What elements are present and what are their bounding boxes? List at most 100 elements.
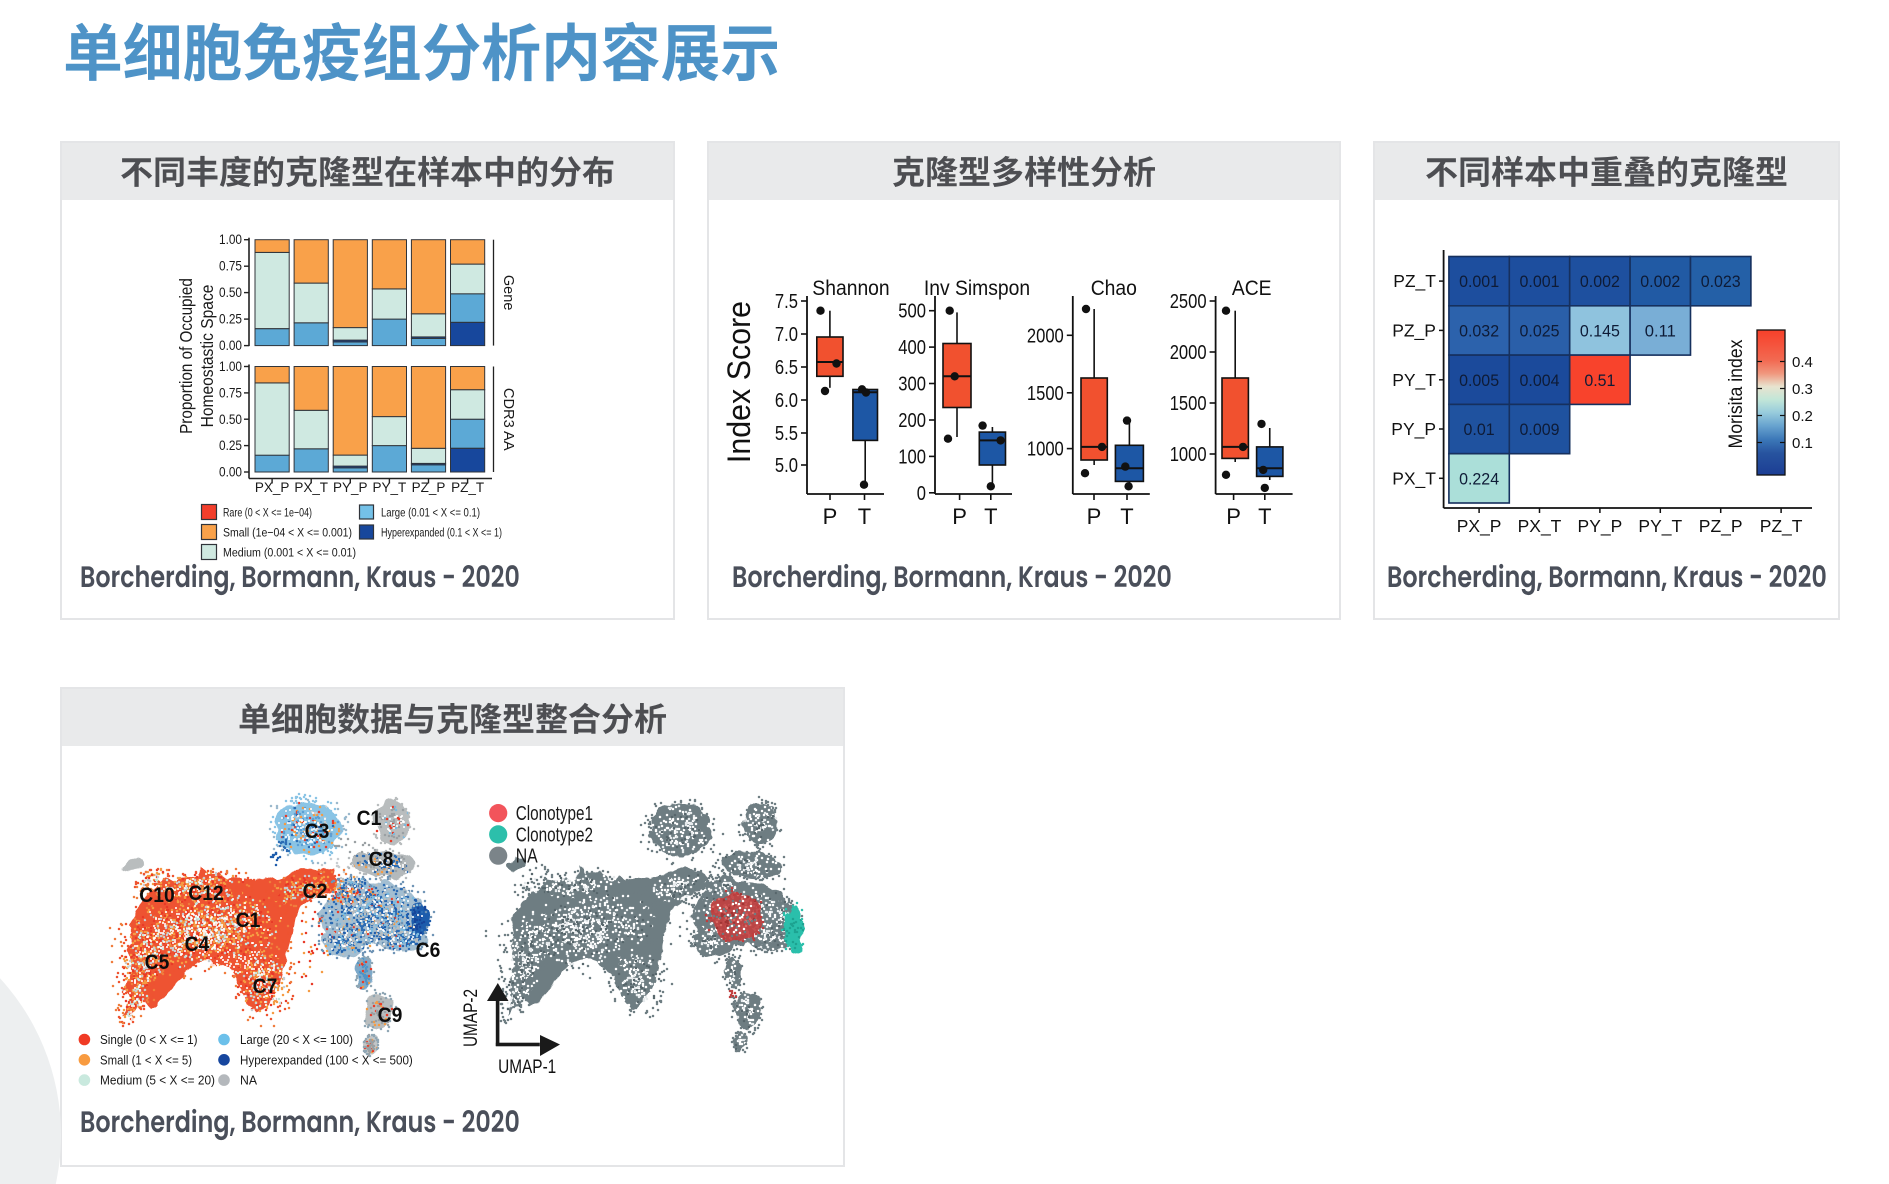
svg-text:C10: C10 bbox=[139, 884, 174, 907]
svg-text:PX_T: PX_T bbox=[1392, 468, 1436, 489]
svg-text:PY_T: PY_T bbox=[1392, 370, 1436, 391]
svg-text:T: T bbox=[1258, 504, 1271, 529]
svg-text:0: 0 bbox=[917, 483, 926, 505]
svg-text:0.001: 0.001 bbox=[1520, 272, 1560, 291]
svg-text:6.5: 6.5 bbox=[775, 357, 798, 379]
svg-text:PZ_T: PZ_T bbox=[1393, 271, 1436, 292]
svg-text:0.50: 0.50 bbox=[219, 285, 242, 300]
svg-text:PY_T: PY_T bbox=[373, 480, 407, 496]
svg-text:PY_T: PY_T bbox=[1638, 516, 1682, 537]
svg-text:PX_T: PX_T bbox=[1518, 516, 1562, 537]
svg-text:NA: NA bbox=[240, 1073, 257, 1088]
svg-text:ACE: ACE bbox=[1232, 277, 1272, 300]
svg-text:Proportion of Occupied: Proportion of Occupied bbox=[176, 278, 196, 434]
svg-text:Clonotype2: Clonotype2 bbox=[516, 824, 593, 846]
svg-text:500: 500 bbox=[898, 301, 926, 323]
svg-text:0.50: 0.50 bbox=[219, 412, 242, 427]
svg-text:CDR3 AA: CDR3 AA bbox=[500, 388, 516, 451]
svg-text:Hyperexpanded (100 < X <= 500): Hyperexpanded (100 < X <= 500) bbox=[240, 1052, 413, 1067]
svg-text:T: T bbox=[984, 504, 997, 529]
svg-text:PY_P: PY_P bbox=[333, 480, 368, 496]
svg-text:0.032: 0.032 bbox=[1459, 321, 1499, 340]
svg-text:0.001: 0.001 bbox=[1459, 272, 1499, 291]
svg-text:T: T bbox=[858, 504, 871, 529]
svg-text:0.3: 0.3 bbox=[1792, 381, 1813, 398]
svg-text:C6: C6 bbox=[416, 939, 441, 962]
svg-text:Large (0.01 < X <= 0.1): Large (0.01 < X <= 0.1) bbox=[381, 506, 480, 520]
svg-text:0.004: 0.004 bbox=[1520, 371, 1560, 390]
svg-text:P: P bbox=[952, 504, 967, 529]
svg-text:C4: C4 bbox=[185, 933, 210, 956]
svg-text:PZ_P: PZ_P bbox=[1392, 320, 1436, 341]
svg-text:300: 300 bbox=[898, 374, 926, 396]
svg-text:Medium (5 < X <= 20): Medium (5 < X <= 20) bbox=[100, 1073, 215, 1088]
svg-text:Rare (0 < X <= 1e−04): Rare (0 < X <= 1e−04) bbox=[223, 506, 312, 520]
svg-text:Morisita index: Morisita index bbox=[1726, 339, 1747, 448]
svg-text:Homeostastic Space: Homeostastic Space bbox=[197, 285, 217, 428]
svg-text:C3: C3 bbox=[305, 820, 330, 843]
svg-text:UMAP-2: UMAP-2 bbox=[461, 989, 482, 1047]
svg-text:400: 400 bbox=[898, 337, 926, 359]
svg-text:7.5: 7.5 bbox=[775, 291, 798, 313]
svg-text:0.1: 0.1 bbox=[1792, 435, 1813, 452]
svg-text:Inv Simspon: Inv Simspon bbox=[924, 277, 1030, 300]
svg-text:1.00: 1.00 bbox=[219, 232, 242, 247]
svg-text:0.01: 0.01 bbox=[1464, 420, 1495, 439]
svg-text:C2: C2 bbox=[303, 880, 328, 903]
svg-text:2000: 2000 bbox=[1170, 342, 1207, 364]
svg-text:PX_P: PX_P bbox=[255, 480, 290, 496]
svg-text:5.5: 5.5 bbox=[775, 423, 798, 445]
svg-text:Index Score: Index Score bbox=[721, 301, 757, 463]
svg-text:1500: 1500 bbox=[1027, 383, 1064, 405]
svg-text:P: P bbox=[1087, 504, 1102, 529]
svg-text:0.145: 0.145 bbox=[1580, 321, 1620, 340]
svg-text:Small (1e−04 < X <= 0.001): Small (1e−04 < X <= 0.001) bbox=[223, 526, 352, 540]
svg-text:1500: 1500 bbox=[1170, 393, 1207, 415]
svg-text:100: 100 bbox=[898, 446, 926, 468]
svg-text:0.009: 0.009 bbox=[1520, 420, 1560, 439]
svg-text:P: P bbox=[1226, 504, 1241, 529]
svg-text:6.0: 6.0 bbox=[775, 390, 798, 412]
svg-text:200: 200 bbox=[898, 410, 926, 432]
svg-text:PZ_P: PZ_P bbox=[1699, 516, 1743, 537]
svg-text:0.002: 0.002 bbox=[1580, 272, 1620, 291]
svg-text:0.25: 0.25 bbox=[219, 438, 242, 453]
svg-text:5.0: 5.0 bbox=[775, 455, 798, 477]
svg-text:C1: C1 bbox=[357, 807, 382, 830]
svg-text:PZ_P: PZ_P bbox=[412, 480, 446, 496]
svg-text:PY_P: PY_P bbox=[1391, 419, 1436, 440]
svg-text:PY_P: PY_P bbox=[1578, 516, 1623, 537]
svg-text:1000: 1000 bbox=[1027, 439, 1064, 461]
svg-text:0.023: 0.023 bbox=[1701, 272, 1741, 291]
svg-text:0.75: 0.75 bbox=[219, 259, 242, 274]
svg-text:C8: C8 bbox=[369, 848, 394, 871]
svg-text:Gene: Gene bbox=[500, 275, 516, 311]
svg-text:0.75: 0.75 bbox=[219, 385, 242, 400]
svg-text:0.4: 0.4 bbox=[1792, 354, 1813, 371]
svg-text:Single (0 < X <= 1): Single (0 < X <= 1) bbox=[100, 1032, 198, 1047]
svg-text:Hyperexpanded (0.1 < X <= 1): Hyperexpanded (0.1 < X <= 1) bbox=[381, 526, 502, 540]
svg-text:0.005: 0.005 bbox=[1459, 371, 1499, 390]
svg-text:Large (20 < X <= 100): Large (20 < X <= 100) bbox=[240, 1032, 353, 1047]
svg-text:Clonotype1: Clonotype1 bbox=[516, 803, 593, 825]
svg-text:2000: 2000 bbox=[1027, 325, 1064, 347]
svg-text:1.00: 1.00 bbox=[219, 359, 242, 374]
svg-text:UMAP-1: UMAP-1 bbox=[498, 1057, 556, 1078]
svg-text:T: T bbox=[1120, 504, 1133, 529]
svg-text:PX_T: PX_T bbox=[294, 480, 328, 496]
svg-text:Medium (0.001 < X <= 0.01): Medium (0.001 < X <= 0.01) bbox=[223, 546, 356, 560]
svg-text:C7: C7 bbox=[253, 975, 278, 998]
svg-text:0.00: 0.00 bbox=[219, 338, 242, 353]
svg-text:PZ_T: PZ_T bbox=[1760, 516, 1803, 537]
svg-text:NA: NA bbox=[516, 846, 539, 868]
svg-text:0.51: 0.51 bbox=[1584, 371, 1615, 390]
svg-text:Shannon: Shannon bbox=[812, 277, 889, 300]
svg-text:0.002: 0.002 bbox=[1640, 272, 1680, 291]
svg-text:0.224: 0.224 bbox=[1459, 469, 1499, 488]
svg-text:0.00: 0.00 bbox=[219, 465, 242, 480]
svg-text:0.25: 0.25 bbox=[219, 312, 242, 327]
svg-text:C9: C9 bbox=[378, 1004, 403, 1027]
svg-text:C1: C1 bbox=[236, 909, 261, 932]
svg-text:2500: 2500 bbox=[1170, 291, 1207, 313]
svg-text:1000: 1000 bbox=[1170, 444, 1207, 466]
